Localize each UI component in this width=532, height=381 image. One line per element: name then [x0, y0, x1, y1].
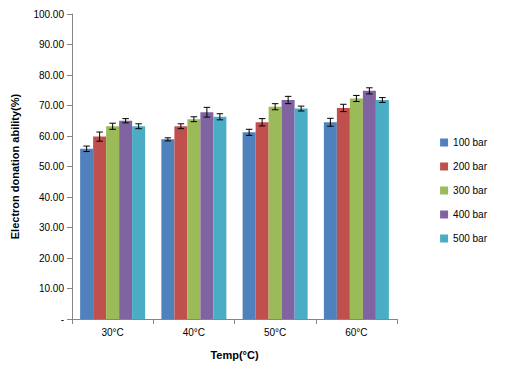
svg-text:400 bar: 400 bar — [453, 209, 488, 220]
svg-text:500 bar: 500 bar — [453, 233, 488, 244]
svg-text:40°C: 40°C — [183, 327, 205, 338]
svg-text:30°C: 30°C — [101, 327, 123, 338]
svg-text:-: - — [61, 314, 64, 325]
svg-text:90.00: 90.00 — [39, 39, 64, 50]
svg-text:20.00: 20.00 — [39, 253, 64, 264]
svg-text:30.00: 30.00 — [39, 222, 64, 233]
svg-text:60°C: 60°C — [345, 327, 367, 338]
svg-text:Electron donation ability(%): Electron donation ability(%) — [9, 93, 21, 239]
svg-text:100 bar: 100 bar — [453, 137, 488, 148]
svg-text:10.00: 10.00 — [39, 283, 64, 294]
svg-text:60.00: 60.00 — [39, 131, 64, 142]
svg-text:40.00: 40.00 — [39, 192, 64, 203]
svg-text:100.00: 100.00 — [33, 9, 64, 20]
svg-text:Temp(°C): Temp(°C) — [210, 349, 259, 361]
svg-text:200 bar: 200 bar — [453, 161, 488, 172]
svg-text:70.00: 70.00 — [39, 100, 64, 111]
svg-text:80.00: 80.00 — [39, 70, 64, 81]
svg-text:300 bar: 300 bar — [453, 185, 488, 196]
svg-text:50°C: 50°C — [264, 327, 286, 338]
svg-text:50.00: 50.00 — [39, 161, 64, 172]
